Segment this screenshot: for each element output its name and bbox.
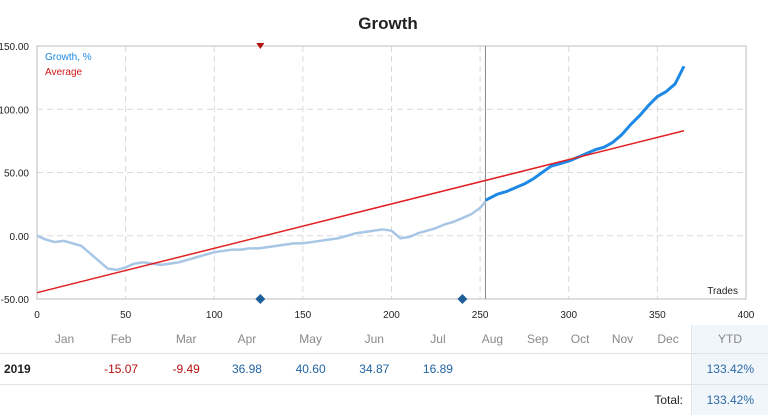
month-value: -15.07: [85, 353, 158, 385]
month-header: Dec: [657, 332, 679, 346]
month-header: Aug: [481, 332, 504, 346]
monthly-growth-table: Jan Feb Mar Apr May Jun Jul Aug Sep Oct Nov Dec YTD …: [0, 325, 768, 415]
series-layer: [36, 65, 686, 294]
month-header: Feb: [110, 332, 132, 346]
grid: [37, 46, 746, 299]
y-axis-ticks: 150.00 100.00 50.00 0.00 -50.00: [0, 42, 29, 306]
month-value: 40.60: [278, 353, 343, 385]
month-value: -9.49: [157, 353, 216, 385]
y-tick-label: 0.00: [10, 232, 30, 243]
total-label: Total:: [654, 393, 683, 407]
growth-line-recent: [484, 65, 686, 202]
total-value: 133.42%: [691, 384, 768, 415]
month-header: Mar: [175, 332, 197, 346]
month-value: [599, 353, 646, 385]
bottom-diamond-marker: [457, 294, 468, 304]
month-header: Apr: [237, 332, 257, 346]
y-tick-label: -50.00: [1, 295, 30, 306]
month-header: Sep: [526, 332, 549, 346]
ytd-header: YTD: [691, 325, 768, 354]
average-line: [36, 130, 685, 294]
month-value: 36.98: [215, 353, 279, 385]
x-tick-label: 150: [295, 310, 312, 321]
ytd-value: 133.42%: [691, 353, 768, 385]
growth-chart: 0 50 100 150 200 250 300 350 400 150.00 100.00 50.…: [0, 42, 755, 321]
month-value: 34.87: [342, 353, 407, 385]
top-triangle-marker: [256, 43, 265, 49]
x-axis-label: Trades: [707, 286, 738, 297]
year-row: 2019 -15.07 -9.49 36.98 40.60 34.87 16.89 133.…: [0, 353, 768, 385]
x-tick-label: 200: [383, 310, 400, 321]
plot-frame: [36, 45, 747, 300]
x-tick-label: 400: [738, 310, 755, 321]
x-tick-label: 0: [34, 310, 40, 321]
x-tick-label: 100: [206, 310, 223, 321]
x-tick-label: 50: [120, 310, 132, 321]
bottom-diamond-marker: [255, 294, 266, 304]
month-header: Jul: [430, 332, 446, 346]
month-header: Jun: [364, 332, 384, 346]
x-tick-label: 250: [472, 310, 489, 321]
month-value: [560, 353, 600, 385]
markers: [255, 43, 468, 304]
month-value: [645, 353, 692, 385]
month-header: Jan: [54, 332, 75, 346]
y-tick-label: 100.00: [0, 105, 29, 116]
year-label: 2019: [0, 353, 44, 385]
month-header: Nov: [611, 332, 634, 346]
y-tick-label: 150.00: [0, 42, 29, 53]
y-tick-label: 50.00: [4, 169, 29, 180]
month-value: [469, 353, 516, 385]
month-header: Oct: [570, 332, 590, 346]
month-value: 16.89: [406, 353, 470, 385]
growth-line-history: [36, 200, 487, 272]
header-spacer: [0, 325, 44, 354]
legend-growth: Growth, %: [45, 52, 92, 63]
legend-average: Average: [45, 67, 83, 78]
chart-title: Growth: [358, 14, 418, 33]
x-axis-ticks: 0 50 100 150 200 250 300 350 400: [34, 310, 755, 321]
month-header-row: Jan Feb Mar Apr May Jun Jul Aug Sep Oct Nov Dec YTD: [0, 325, 768, 354]
month-value: [44, 353, 86, 385]
month-value: [515, 353, 561, 385]
month-header: May: [299, 332, 322, 346]
x-tick-label: 350: [649, 310, 666, 321]
x-tick-label: 300: [560, 310, 577, 321]
total-row: Total: 133.42%: [0, 384, 768, 415]
